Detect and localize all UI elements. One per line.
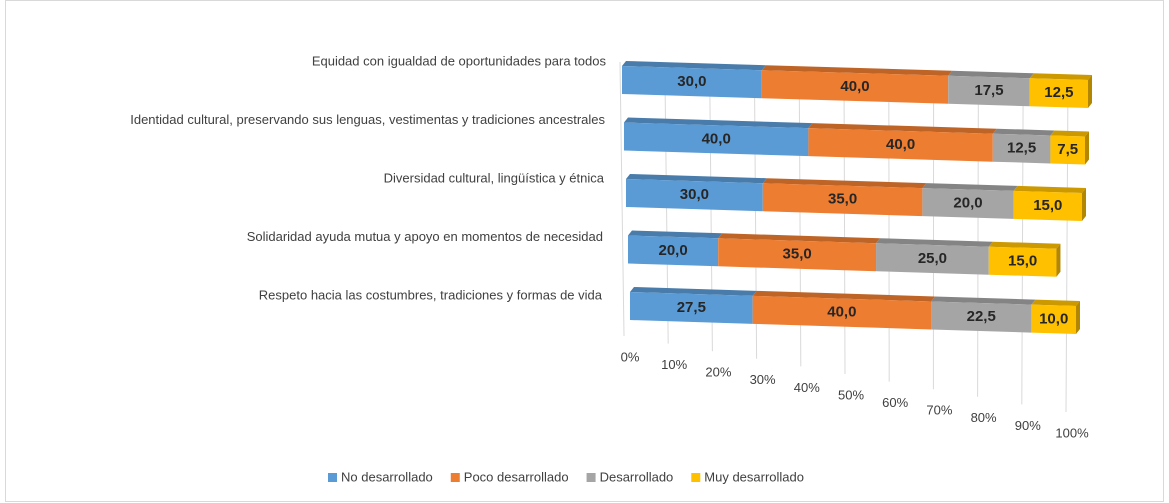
bar-top	[988, 241, 1061, 249]
bar	[988, 246, 1057, 277]
bar	[761, 70, 949, 104]
bar-top	[876, 238, 993, 247]
x-tick-label: 60%	[882, 395, 908, 410]
bar	[626, 179, 763, 212]
value-label: 15,0	[1008, 253, 1037, 270]
x-tick-label: 80%	[971, 410, 997, 425]
category-label: Diversidad cultural, lingüística y étnic…	[384, 170, 605, 185]
bar	[624, 122, 809, 157]
x-tick-label: 40%	[794, 380, 820, 395]
value-label: 30,0	[680, 186, 709, 203]
legend-label: No desarrollado	[341, 469, 433, 484]
x-tick-label: 20%	[705, 365, 731, 380]
bar	[992, 133, 1051, 164]
bar-top	[718, 233, 881, 244]
value-label: 12,5	[1007, 140, 1036, 157]
x-tick-label: 0%	[621, 349, 640, 364]
legend-label: Desarrollado	[600, 469, 674, 484]
value-label: 40,0	[702, 130, 731, 147]
bar	[622, 66, 762, 99]
category-label: Respeto hacia las costumbres, tradicione…	[259, 287, 603, 302]
value-label: 7,5	[1057, 141, 1078, 158]
bar	[1013, 190, 1082, 221]
bar	[630, 292, 753, 324]
x-tick-label: 50%	[838, 387, 864, 402]
legend-swatch	[328, 473, 337, 482]
bar-top	[992, 128, 1055, 136]
bar	[752, 295, 932, 330]
legend-swatch	[691, 473, 701, 482]
bar-top	[808, 123, 997, 134]
bar-top	[624, 117, 813, 129]
x-tick-label: 100%	[1055, 425, 1089, 440]
bar	[931, 301, 1032, 333]
legend-label: Muy desarrollado	[704, 469, 804, 484]
bar-top	[762, 178, 927, 189]
category-label: Equidad con igualdad de oportunidades pa…	[312, 53, 607, 68]
x-tick-label: 90%	[1015, 418, 1041, 433]
bar	[1029, 78, 1088, 108]
legend-swatch	[586, 473, 596, 482]
legend-swatch	[450, 473, 460, 482]
bar-end	[1082, 188, 1086, 221]
bar	[922, 188, 1014, 219]
bar-top	[628, 230, 723, 239]
value-label: 15,0	[1033, 197, 1062, 214]
bar-end	[1076, 301, 1080, 334]
value-label: 35,0	[828, 191, 857, 208]
value-label: 40,0	[840, 78, 869, 95]
bar	[808, 128, 993, 162]
bar-end	[1056, 243, 1061, 277]
value-label: 20,0	[953, 194, 982, 211]
value-label: 10,0	[1039, 310, 1068, 327]
bar-top	[1029, 73, 1092, 80]
bar	[1050, 135, 1085, 165]
value-label: 17,5	[974, 82, 1003, 99]
value-label: 40,0	[886, 136, 915, 153]
bar-top	[1050, 130, 1089, 137]
x-tick-label: 70%	[926, 403, 952, 418]
bar-top	[626, 174, 767, 184]
value-label: 27,5	[677, 299, 706, 316]
bar	[948, 75, 1030, 107]
bar	[628, 235, 719, 267]
bar-top	[761, 65, 953, 76]
x-tick-label: 30%	[750, 372, 776, 387]
bar-top	[948, 70, 1034, 79]
x-tick-label: 10%	[661, 357, 687, 372]
value-label: 25,0	[918, 250, 947, 267]
bar-top	[1031, 299, 1080, 306]
grid-line	[619, 61, 625, 337]
bar-top	[922, 183, 1018, 191]
bar-end	[1085, 131, 1089, 165]
bar-top	[630, 287, 757, 296]
bar	[762, 183, 923, 217]
bar-top	[752, 290, 936, 302]
bar	[1031, 304, 1076, 334]
value-label: 20,0	[658, 242, 687, 259]
value-label: 40,0	[827, 304, 856, 321]
bar-top	[1013, 185, 1086, 193]
bar	[718, 238, 877, 272]
bar	[876, 243, 989, 275]
legend-label: Poco desarrollado	[464, 469, 569, 484]
bar-top	[931, 296, 1036, 305]
value-label: 30,0	[677, 73, 706, 90]
bar-top	[622, 61, 766, 71]
value-label: 35,0	[783, 246, 812, 263]
value-label: 12,5	[1044, 84, 1073, 101]
bar-end	[1088, 75, 1092, 108]
category-label: Solidaridad ayuda mutua y apoyo en momen…	[247, 229, 603, 244]
category-label: Identidad cultural, preservando sus leng…	[130, 112, 605, 127]
value-label: 22,5	[967, 308, 996, 325]
